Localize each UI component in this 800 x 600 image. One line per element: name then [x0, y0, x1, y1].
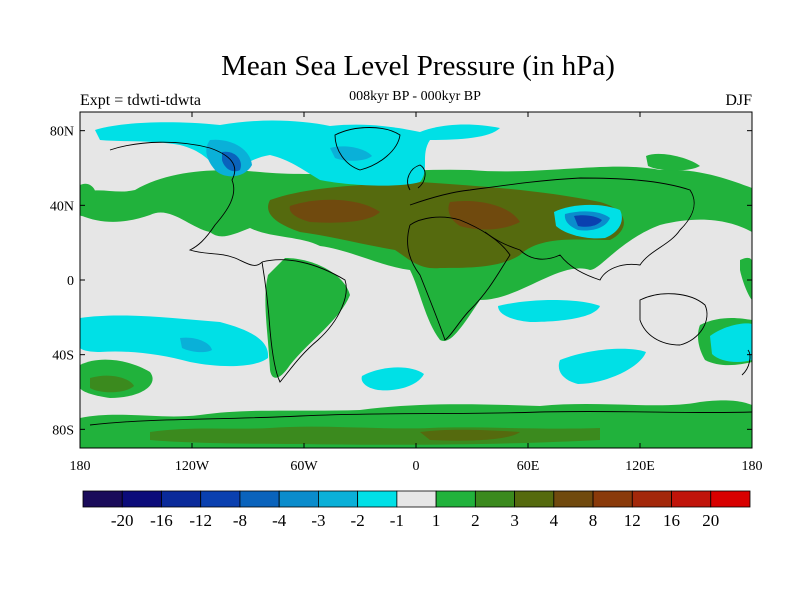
y-tick-label: 40S	[52, 349, 74, 364]
colorbar-swatch	[278, 490, 319, 508]
colorbar: -20 -16 -12 -8 -4 -3 -2 -1 1 2 3 4 8 12 16 20	[82, 490, 751, 530]
colorbar-swatch	[553, 490, 594, 508]
colorbar-label: 4	[550, 511, 559, 530]
colorbar-swatch	[592, 490, 633, 508]
experiment-label: Expt = tdwti-tdwta	[80, 92, 202, 109]
colorbar-label: 20	[702, 511, 719, 530]
colorbar-swatch	[396, 490, 437, 508]
colorbar-swatch	[239, 490, 280, 508]
anomaly-olive-fields	[90, 182, 624, 445]
colorbar-label: 8	[589, 511, 598, 530]
x-tick-label: 120E	[625, 459, 655, 474]
colorbar-swatch	[121, 490, 162, 508]
x-tick-label: 0	[413, 459, 420, 474]
map-plot	[80, 112, 752, 448]
colorbar-swatch	[82, 490, 123, 508]
anomaly-negative-fields	[80, 120, 752, 391]
x-tick-label: 60E	[517, 459, 540, 474]
colorbar-swatch	[710, 490, 751, 508]
colorbar-label: -20	[111, 511, 134, 530]
colorbar-label: -12	[189, 511, 212, 530]
colorbar-swatch	[514, 490, 555, 508]
colorbar-swatch	[474, 490, 515, 508]
colorbar-swatch	[161, 490, 202, 508]
colorbar-label: -16	[150, 511, 173, 530]
season-label: DJF	[725, 92, 752, 109]
colorbar-label: -3	[311, 511, 325, 530]
colorbar-swatch	[671, 490, 712, 508]
x-tick-label: 180	[70, 459, 91, 474]
map-subtitle: 008kyr BP - 000kyr BP	[349, 89, 481, 104]
y-tick-label: 40N	[50, 199, 74, 214]
colorbar-label: -8	[233, 511, 247, 530]
colorbar-label: 1	[432, 511, 441, 530]
colorbar-swatch	[357, 490, 398, 508]
colorbar-swatch	[435, 490, 476, 508]
colorbar-swatch	[318, 490, 359, 508]
colorbar-swatch	[631, 490, 672, 508]
colorbar-label: 2	[471, 511, 480, 530]
y-axis: 80N 40N 0 40S 80S	[50, 125, 752, 438]
y-tick-label: 80S	[52, 423, 74, 438]
colorbar-label: 16	[663, 511, 680, 530]
colorbar-swatch	[200, 490, 241, 508]
coastlines	[89, 127, 752, 426]
y-tick-label: 80N	[50, 125, 74, 140]
colorbar-label: -4	[272, 511, 287, 530]
colorbar-label: 3	[510, 511, 519, 530]
colorbar-label: -1	[390, 511, 404, 530]
x-tick-label: 60W	[290, 459, 318, 474]
colorbar-label: -2	[351, 511, 365, 530]
map-title: Mean Sea Level Pressure (in hPa)	[221, 50, 615, 82]
x-tick-label: 180	[742, 459, 763, 474]
x-tick-label: 120W	[175, 459, 210, 474]
x-axis: 180 120W 60W 0 60E 120E 180	[70, 112, 763, 474]
y-tick-label: 0	[67, 274, 74, 289]
colorbar-label: 12	[624, 511, 641, 530]
